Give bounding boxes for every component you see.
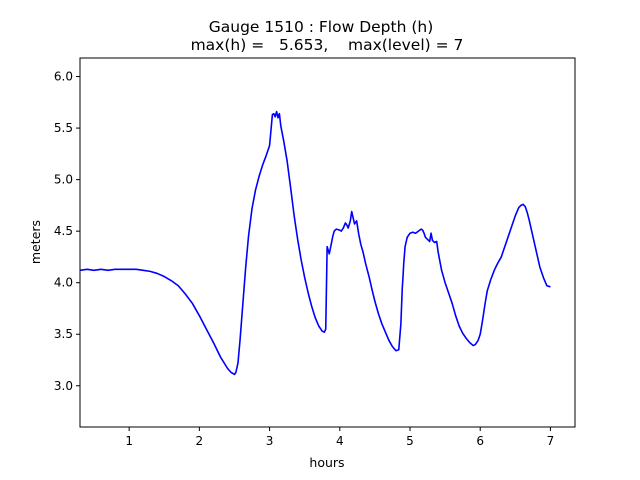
y-axis-label: meters xyxy=(28,220,43,264)
y-tick-label: 5.0 xyxy=(54,173,73,187)
y-tick-label: 6.0 xyxy=(54,70,73,84)
chart-title-line-2: max(h) = 5.653, max(level) = 7 xyxy=(191,36,464,54)
y-tick-label: 3.0 xyxy=(54,379,73,393)
x-axis-label: hours xyxy=(309,455,344,470)
series-line-0 xyxy=(80,110,551,376)
plot-frame xyxy=(79,57,576,428)
x-tick-label: 1 xyxy=(125,434,133,448)
chart-title-line-1: Gauge 1510 : Flow Depth (h) xyxy=(209,18,434,36)
plot-area xyxy=(80,110,551,376)
x-axis: 1 2 3 4 5 6 7 xyxy=(125,427,554,448)
y-tick-label: 5.5 xyxy=(54,121,73,135)
x-tick-label: 5 xyxy=(406,434,414,448)
x-tick-label: 2 xyxy=(196,434,204,448)
x-tick-label: 6 xyxy=(476,434,484,448)
x-tick-label: 4 xyxy=(336,434,344,448)
y-tick-label: 4.5 xyxy=(54,224,73,238)
x-tick-label: 7 xyxy=(547,434,555,448)
y-tick-label: 3.5 xyxy=(54,327,73,341)
x-tick-label: 3 xyxy=(266,434,274,448)
y-tick-label: 4.0 xyxy=(54,276,73,290)
y-axis: 3.0 3.5 4.0 4.5 5.0 5.5 6.0 xyxy=(54,70,80,393)
